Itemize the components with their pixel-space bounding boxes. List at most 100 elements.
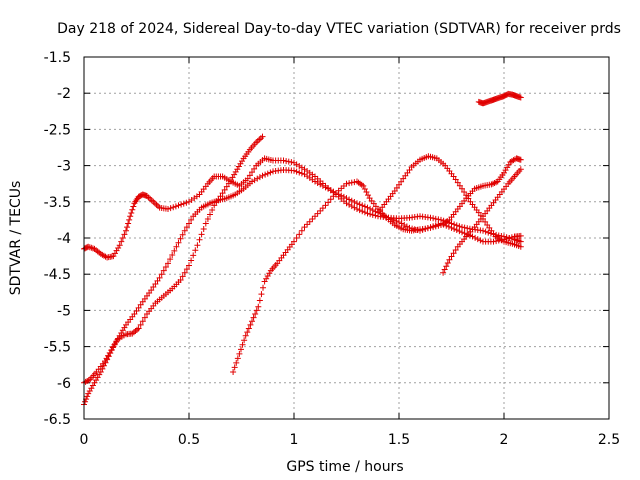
- data-point-sat-a: [110, 253, 117, 260]
- data-point-sat-c: [211, 202, 218, 209]
- data-point-sat-a: [367, 211, 374, 218]
- data-point-sat-a: [118, 238, 125, 245]
- data-point-sat-d: [314, 210, 321, 217]
- data-point-sat-c: [196, 236, 203, 243]
- data-point-sat-d: [233, 359, 240, 366]
- data-point-sat-b: [327, 187, 334, 194]
- data-point-sat-a: [151, 200, 158, 207]
- data-point-sat-c: [198, 231, 205, 238]
- data-point-sat-d: [247, 321, 254, 328]
- data-point-sat-c: [179, 273, 186, 280]
- data-point-sat-d: [517, 156, 524, 163]
- data-point-sat-b: [346, 196, 353, 203]
- data-point-sat-b: [348, 197, 355, 204]
- data-point-sat-a: [346, 201, 353, 208]
- data-point-sat-d: [502, 167, 509, 174]
- data-point-sat-b: [359, 202, 366, 209]
- data-point-sat-a: [180, 200, 187, 207]
- data-point-sat-b: [474, 236, 481, 243]
- data-point-sat-b: [152, 280, 159, 287]
- data-point-sat-e: [452, 176, 459, 183]
- data-point-sat-a: [175, 202, 182, 209]
- data-point-sat-b: [91, 379, 98, 386]
- data-point-sat-b: [453, 227, 460, 234]
- data-point-sat-a: [147, 195, 154, 202]
- data-point-sat-d: [249, 318, 255, 325]
- data-point-sat-b: [469, 233, 476, 240]
- data-point-sat-b: [259, 172, 266, 179]
- data-point-sat-d: [327, 196, 334, 203]
- data-point-sat-b: [472, 234, 479, 241]
- data-point-sat-f: [443, 263, 450, 270]
- data-point-sat-b: [317, 181, 324, 188]
- data-point-sat-c: [235, 163, 242, 170]
- data-point-sat-d: [241, 337, 248, 344]
- data-point-sat-b: [340, 193, 347, 200]
- data-point-sat-c: [141, 314, 148, 321]
- data-point-sat-c: [183, 266, 190, 273]
- y-tick-label: -2: [57, 86, 71, 102]
- data-point-sat-c: [229, 174, 236, 181]
- data-point-sat-b: [388, 215, 395, 222]
- data-point-sat-d: [427, 224, 434, 231]
- data-point-sat-f: [452, 246, 459, 253]
- data-point-sat-b: [490, 238, 497, 245]
- data-point-sat-e: [482, 218, 489, 225]
- y-tick-label: -5: [57, 303, 71, 319]
- data-point-sat-d: [343, 180, 350, 187]
- data-point-sat-c: [137, 321, 144, 328]
- data-point-sat-b: [298, 170, 305, 177]
- data-point-sat-d: [322, 202, 329, 209]
- data-point-sat-b: [158, 271, 165, 278]
- data-point-sat-a: [130, 203, 137, 210]
- data-point-sat-b: [162, 263, 169, 270]
- data-point-sat-a: [172, 203, 179, 210]
- data-point-sat-d: [291, 238, 297, 245]
- data-point-sat-b: [338, 192, 345, 199]
- data-point-sat-a: [427, 214, 434, 221]
- data-point-sat-a: [356, 207, 363, 214]
- data-point-sat-c: [188, 257, 195, 264]
- data-point-sat-d: [266, 270, 273, 277]
- data-point-sat-b: [393, 217, 400, 224]
- data-point-sat-a: [485, 229, 492, 236]
- data-point-sat-d: [260, 284, 267, 291]
- data-point-sat-d: [301, 224, 308, 231]
- data-point-sat-b: [156, 274, 163, 281]
- data-point-sat-b: [131, 311, 138, 318]
- data-point-sat-b: [173, 243, 180, 250]
- data-point-sat-c: [192, 247, 199, 254]
- data-point-sat-a: [124, 224, 131, 231]
- data-point-sat-a: [283, 158, 290, 165]
- data-point-sat-f: [448, 253, 455, 260]
- data-point-sat-e: [454, 179, 461, 186]
- data-point-sat-d: [253, 307, 260, 314]
- data-point-sat-d: [242, 332, 249, 339]
- data-point-sat-a: [251, 165, 258, 172]
- data-point-sat-d: [363, 189, 370, 196]
- data-point-sat-a: [183, 199, 190, 206]
- data-point-sat-b: [401, 221, 408, 228]
- data-point-sat-d: [346, 180, 353, 187]
- data-point-sat-b: [181, 227, 188, 234]
- data-point-sat-d: [365, 192, 372, 199]
- data-point-sat-d: [263, 275, 270, 282]
- y-tick-label: -2.5: [44, 122, 71, 138]
- data-point-sat-a: [430, 215, 437, 222]
- data-point-sat-b: [314, 179, 321, 186]
- data-point-sat-b: [369, 207, 376, 214]
- data-point-sat-b: [461, 230, 468, 237]
- data-point-sat-b: [325, 185, 332, 192]
- data-point-sat-b: [296, 169, 303, 176]
- data-point-sat-e: [461, 189, 468, 196]
- data-point-sat-b: [264, 170, 271, 177]
- data-point-sat-a: [111, 250, 118, 257]
- data-point-sat-a: [128, 210, 135, 217]
- y-axis-label: SDTVAR / TECUs: [8, 181, 24, 296]
- data-point-sat-a: [115, 244, 122, 251]
- data-point-sat-b: [88, 385, 95, 392]
- data-point-sat-b: [451, 225, 458, 232]
- data-point-sat-a: [435, 216, 442, 223]
- axis-ticks: 0 0.5 1 1.5 2 2.5 -1.5 -2 -2.5 -3 -3.5 -4 -4.5 -5 -5.5…: [44, 50, 620, 448]
- data-point-sat-c: [221, 186, 228, 193]
